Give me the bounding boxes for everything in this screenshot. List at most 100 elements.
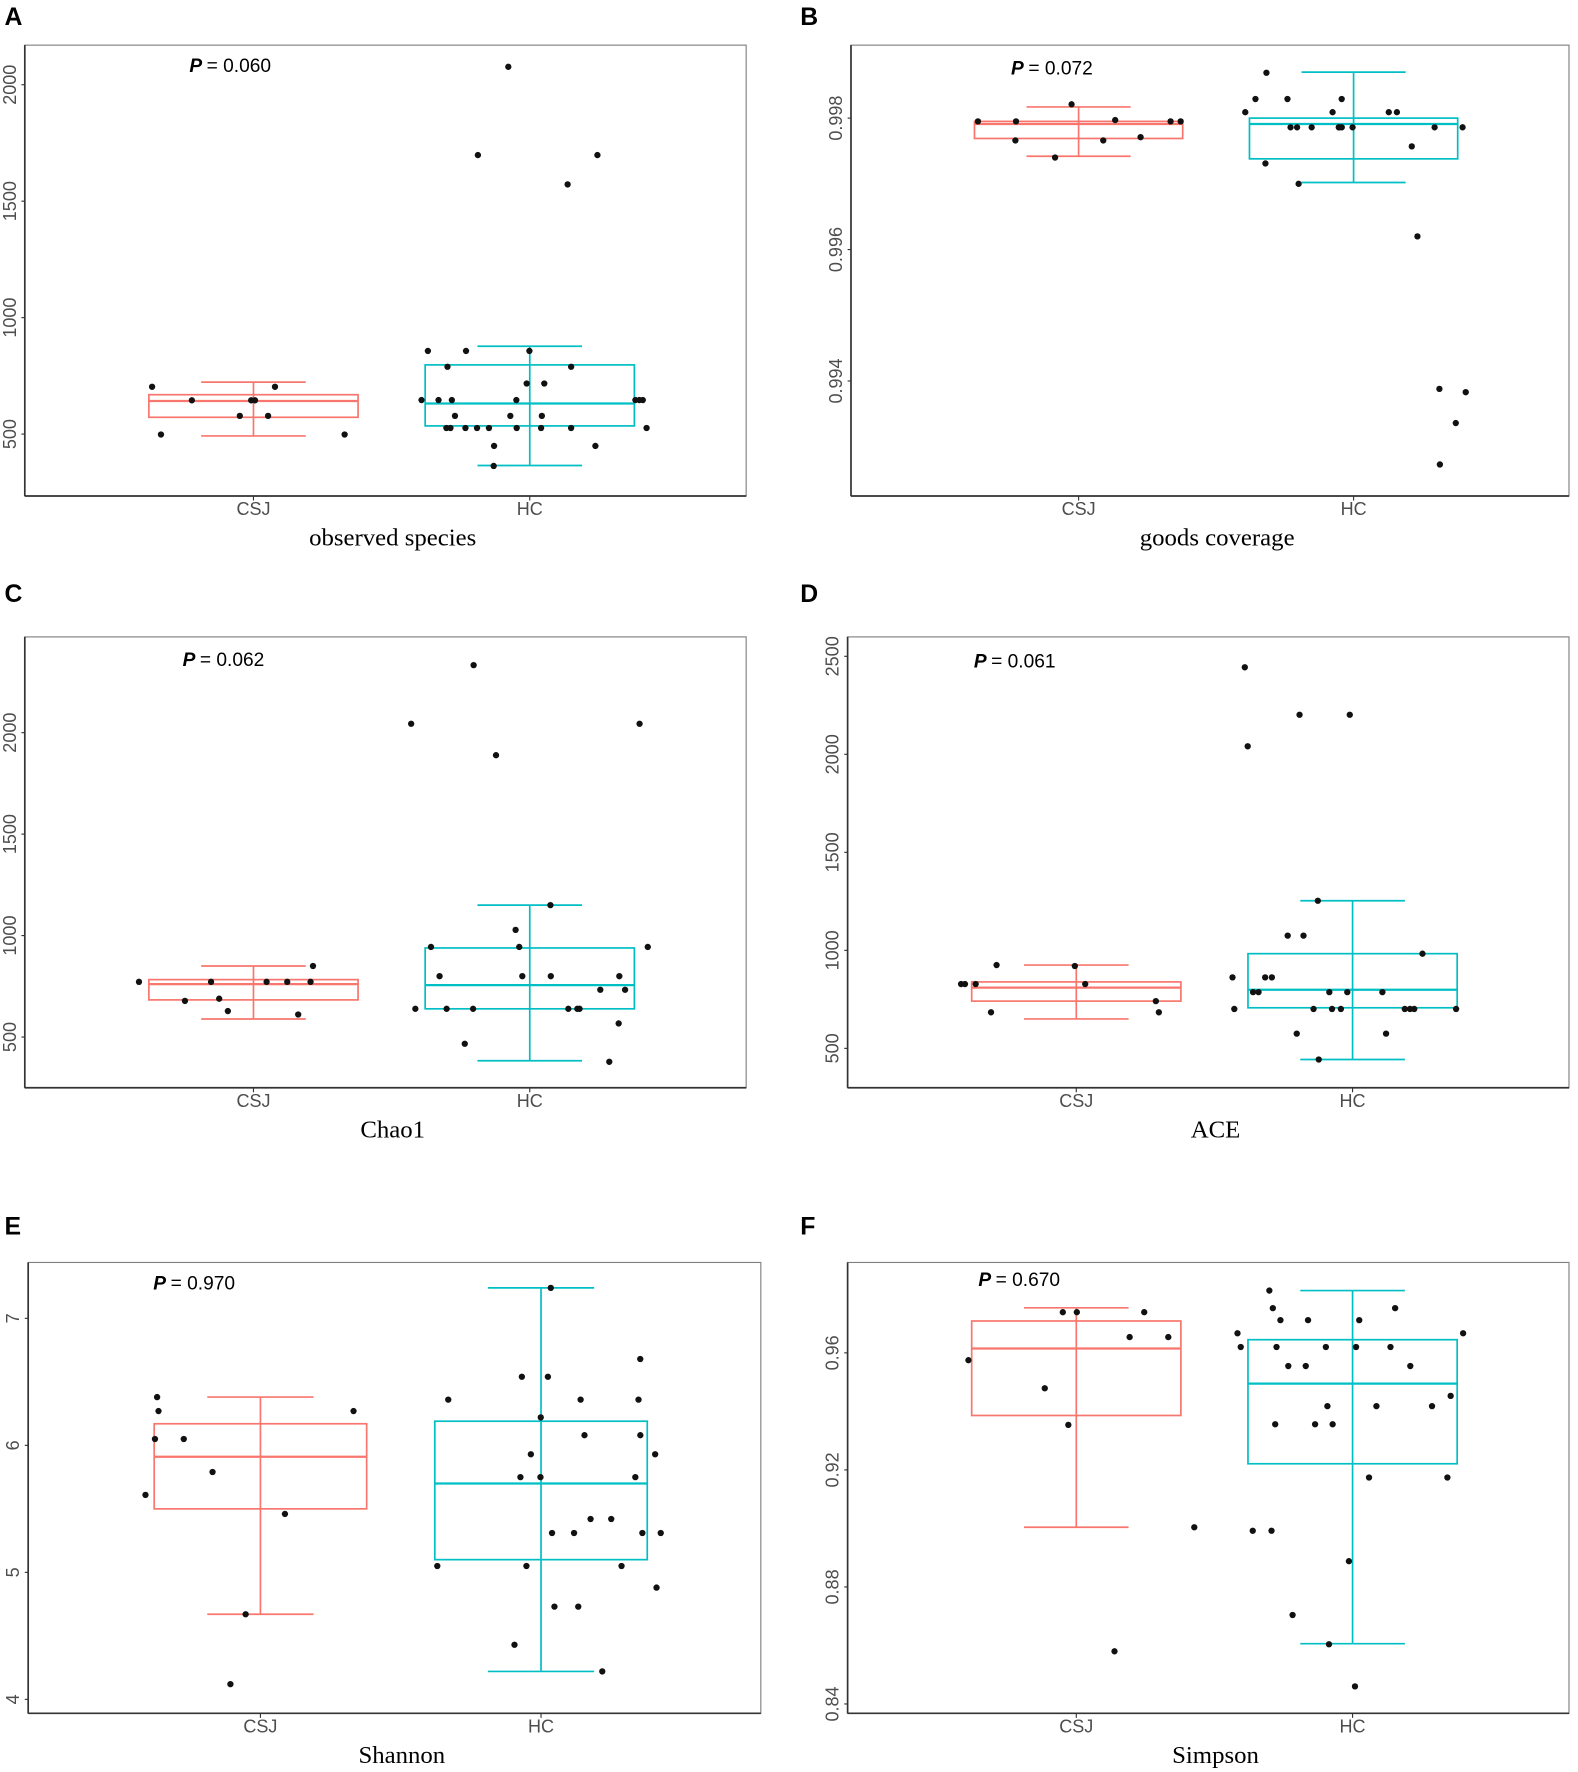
box-CSJ [957, 961, 1182, 1020]
data-point [1041, 1385, 1048, 1392]
data-point [216, 995, 223, 1002]
y-tick-label: 500 [0, 1022, 20, 1052]
data-point [1338, 95, 1345, 103]
y-tick-label: 2500 [823, 636, 843, 676]
x-tick-label: HC [1341, 499, 1367, 519]
data-point [615, 1020, 622, 1027]
y-tick-label: 1000 [823, 930, 843, 970]
x-tick-label: HC [1340, 1716, 1366, 1736]
data-point [1295, 180, 1302, 187]
panel-D: D 500 1000 1500 2000 2500 CSJ HC P = 0.061 ACE [800, 581, 1570, 1143]
p-value-annotation: P = 0.060 [189, 56, 271, 77]
x-tick-label: HC [528, 1716, 554, 1736]
data-point [547, 901, 554, 909]
plot-frame [850, 44, 1570, 497]
data-point [1241, 664, 1248, 671]
data-point [1329, 1421, 1336, 1428]
data-point [1444, 1474, 1451, 1481]
data-point [592, 442, 599, 450]
data-point [547, 973, 554, 980]
data-point [1452, 419, 1459, 427]
data-point [1269, 1304, 1276, 1312]
panel-C: C 500 1000 1500 2000 CSJ HC P = 0.062 Chao1 [0, 581, 747, 1143]
data-point [1272, 1421, 1279, 1428]
data-point [1141, 1309, 1148, 1316]
data-point [1346, 711, 1353, 718]
box-iqr [1247, 1338, 1459, 1465]
panel-letter: B [800, 4, 818, 31]
box-iqr [153, 1422, 368, 1510]
data-point [608, 1515, 615, 1523]
data-point [209, 1468, 216, 1476]
data-point [284, 978, 291, 985]
data-point [1237, 1343, 1244, 1351]
data-point [451, 412, 459, 420]
x-tick-label: CSJ [1059, 1716, 1093, 1736]
data-point [434, 1562, 441, 1570]
plot-frame [27, 1261, 762, 1714]
data-point [518, 1373, 526, 1380]
box-HC [407, 661, 651, 1065]
data-point [507, 412, 514, 420]
y-tick-label: 1500 [823, 832, 843, 872]
data-point [1407, 1362, 1414, 1370]
data-point [1373, 1402, 1380, 1410]
data-point [1065, 1421, 1072, 1429]
data-point [1152, 997, 1160, 1005]
data-point [1231, 1005, 1238, 1013]
data-point [567, 363, 575, 370]
data-point [1328, 1005, 1336, 1013]
data-point [1167, 118, 1174, 125]
data-point [537, 1473, 544, 1481]
x-tick-label: HC [517, 499, 543, 519]
data-point [644, 943, 651, 951]
data-point [469, 1005, 477, 1012]
data-point [461, 1040, 468, 1047]
panel-letter: C [5, 581, 23, 608]
data-point [1393, 109, 1401, 116]
data-point [148, 383, 156, 390]
data-point [1111, 1648, 1118, 1655]
y-tick-label: 0.92 [823, 1452, 843, 1487]
y-tick-label: 2000 [823, 734, 843, 774]
data-point [1126, 1333, 1133, 1341]
data-point [1459, 1330, 1467, 1337]
box-iqr [970, 1320, 1182, 1417]
y-tick-label: 1000 [0, 916, 20, 956]
data-point [1391, 1304, 1399, 1312]
data-point [639, 1529, 646, 1537]
data-point [1345, 1558, 1353, 1565]
data-point [526, 347, 533, 355]
data-point [987, 1009, 995, 1016]
data-point [1419, 950, 1426, 957]
box-iqr [148, 978, 359, 1001]
data-point [1059, 1309, 1066, 1316]
data-point [264, 412, 272, 420]
data-point [1012, 118, 1020, 125]
data-point [207, 978, 215, 985]
p-value-annotation: P = 0.062 [183, 650, 265, 671]
panel-letter: D [800, 581, 818, 608]
y-tick-label: 1000 [0, 298, 20, 338]
x-tick-label: HC [1340, 1091, 1366, 1111]
data-point [1459, 124, 1466, 131]
data-point [490, 462, 497, 470]
data-point [637, 1432, 644, 1439]
data-point [597, 986, 604, 993]
data-point [606, 1058, 613, 1065]
data-point [537, 424, 545, 432]
y-tick-label: 6 [3, 1440, 23, 1450]
data-point [1285, 1362, 1292, 1370]
data-point [1268, 1527, 1275, 1534]
data-point [1351, 1683, 1359, 1690]
p-symbol: P [153, 1274, 166, 1295]
data-point [1255, 988, 1262, 996]
data-point [653, 1584, 660, 1591]
data-point [1177, 118, 1184, 125]
data-point [1229, 974, 1236, 981]
plot-frame [847, 1261, 1570, 1714]
data-point [538, 412, 546, 420]
box-iqr [1248, 117, 1459, 160]
p-value: = 0.970 [171, 1274, 235, 1295]
x-axis-title: Simpson [1172, 1742, 1259, 1769]
